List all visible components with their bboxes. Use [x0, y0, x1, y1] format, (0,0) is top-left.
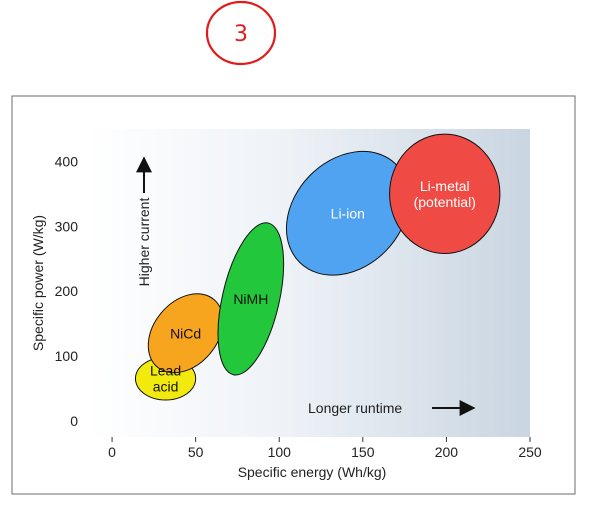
region-li-ion [285, 150, 410, 276]
y-axis-ticks: 0 100 200 300 400 [55, 153, 79, 428]
y-tick-label: 100 [55, 348, 79, 364]
y-tick-label: 400 [55, 153, 79, 169]
x-axis-ticks: 0 50 100 150 200 250 [108, 437, 542, 460]
region-label-li-metal-potential: Li-metal [420, 178, 470, 194]
region-label-li-ion: Li-ion [331, 205, 365, 221]
regions-layer [134, 133, 501, 401]
region-label-nimh: NiMH [233, 291, 268, 307]
x-tick-label: 50 [188, 444, 204, 460]
longer-runtime-text: Longer runtime [308, 400, 402, 416]
x-tick-label: 150 [351, 444, 375, 460]
region-label-lead-acid: Lead [150, 363, 181, 379]
region-nimh [217, 222, 285, 376]
region-label-lead-acid: acid [153, 379, 179, 395]
region-li-metal-potential [389, 133, 501, 254]
longer-runtime-annotation: Longer runtime [308, 400, 476, 416]
x-tick-label: 100 [268, 444, 292, 460]
region-nicd [147, 293, 224, 374]
higher-current-text: Higher current [136, 198, 152, 287]
x-tick-label: 200 [435, 444, 459, 460]
y-tick-label: 0 [70, 413, 78, 429]
circled-annotation-mark: 3 [205, 0, 277, 66]
higher-current-annotation: Higher current [136, 156, 152, 287]
region-label-li-metal-potential: (potential) [414, 194, 476, 210]
x-tick-label: 250 [518, 444, 542, 460]
x-tick-label: 0 [108, 444, 116, 460]
x-axis-label: Specific energy (Wh/kg) [238, 464, 387, 480]
y-axis-label: Specific power (W/kg) [30, 215, 46, 351]
region-label-nicd: NiCd [170, 325, 201, 341]
annotation-mark-text: 3 [234, 22, 248, 47]
y-tick-label: 200 [55, 283, 79, 299]
y-tick-label: 300 [55, 218, 79, 234]
